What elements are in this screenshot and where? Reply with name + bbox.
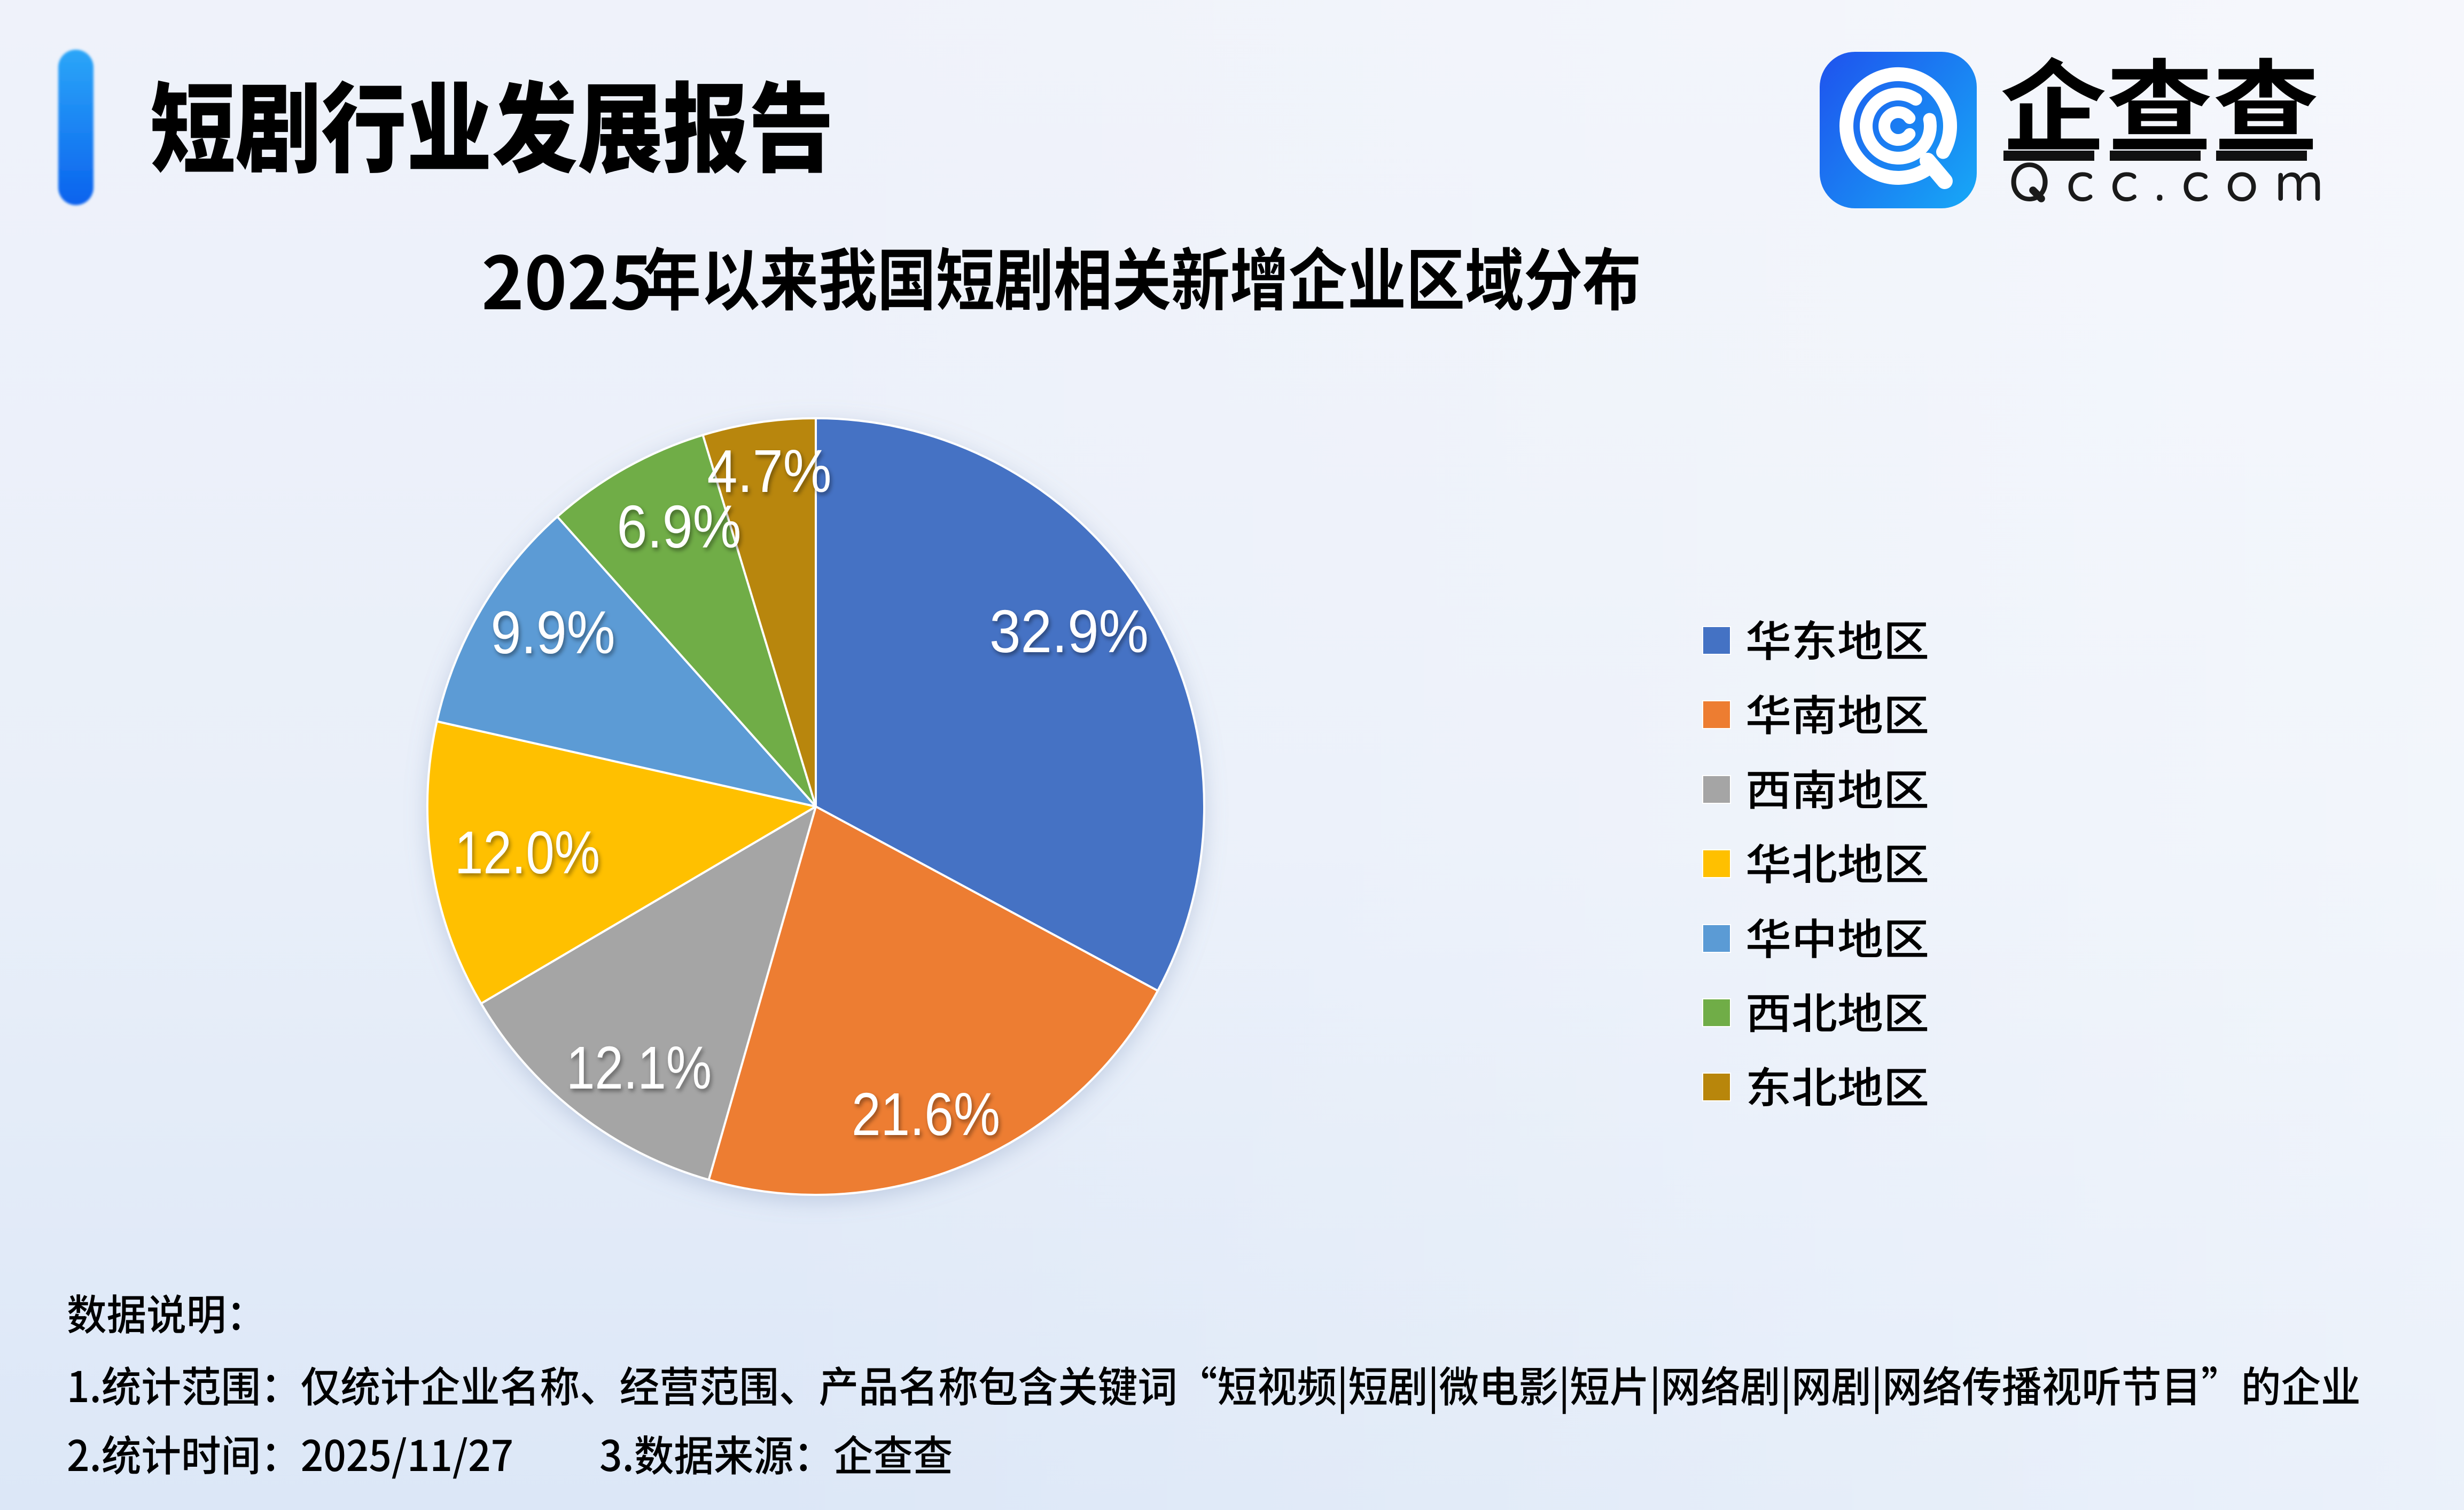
svg-text:12.1%: 12.1% bbox=[566, 1034, 712, 1101]
svg-text:32.9%: 32.9% bbox=[989, 598, 1149, 665]
svg-text:4.7%: 4.7% bbox=[707, 437, 832, 505]
svg-text:12.0%: 12.0% bbox=[455, 819, 600, 886]
svg-text:9.9%: 9.9% bbox=[491, 599, 615, 666]
svg-text:6.9%: 6.9% bbox=[617, 493, 742, 560]
svg-text:21.6%: 21.6% bbox=[852, 1081, 1000, 1148]
